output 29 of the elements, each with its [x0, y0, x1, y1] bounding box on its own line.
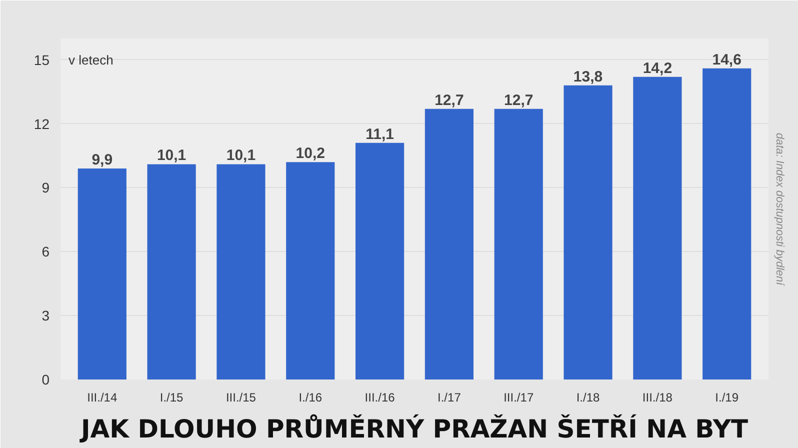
x-tick-label: I./17: [438, 390, 462, 404]
data-label: 10,1: [226, 147, 256, 164]
y-tick-label: 0: [42, 372, 50, 388]
data-label: 10,1: [156, 147, 186, 164]
y-axis-title: v letech: [68, 52, 114, 68]
data-label: 14,2: [642, 60, 672, 77]
y-tick-label: 12: [34, 116, 50, 132]
x-tick-label: III./14: [87, 390, 118, 404]
x-tick-label: III./15: [226, 390, 256, 404]
x-tick-label: I./18: [576, 390, 600, 404]
data-label: 14,6: [712, 51, 742, 68]
data-label: 13,8: [573, 68, 603, 86]
y-tick-label: 3: [42, 308, 50, 324]
y-tick-label: 6: [42, 244, 50, 260]
x-tick-label: I./16: [298, 390, 322, 404]
data-label: 9,9: [92, 152, 113, 169]
data-label: 12,7: [504, 92, 534, 109]
x-tick-label: I./19: [715, 390, 739, 404]
data-label: 12,7: [434, 92, 464, 109]
y-tick-label: 15: [34, 52, 50, 68]
text: JAK DLOUHO PRŮMĚRNÝ PRAŽAN ŠETŘÍ NA BYT: [79, 414, 748, 444]
x-tick-label: III./17: [504, 390, 534, 404]
x-tick-label: III./18: [642, 390, 673, 404]
data-label: 11,1: [366, 126, 394, 143]
text: data: Index dostupnosti bydlení: [774, 132, 786, 286]
data-label: 10,2: [296, 145, 325, 162]
x-tick-label: III./16: [364, 390, 396, 404]
y-tick-label: 9: [42, 180, 50, 196]
x-tick-label: I./15: [160, 390, 184, 404]
